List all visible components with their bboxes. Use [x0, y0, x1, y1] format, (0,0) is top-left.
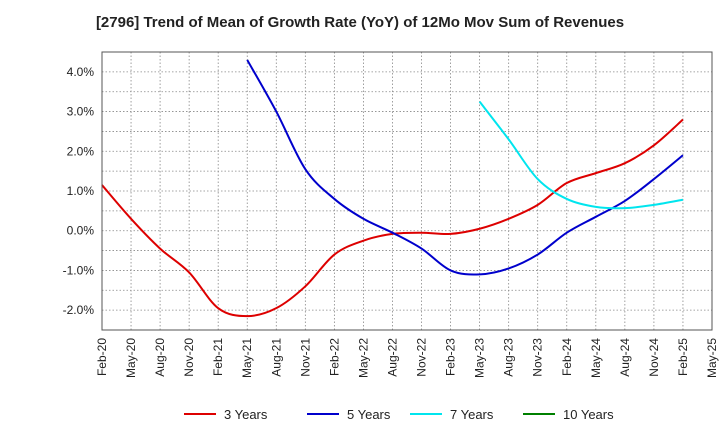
x-tick-label: Feb-21 [211, 338, 225, 376]
series-layer [101, 59, 684, 318]
x-axis-ticks: Feb-20 May-20 Aug-20 Nov-20 Feb-21 May-21 Aug-… [95, 338, 719, 378]
y-tick-label: 0.0% [67, 224, 95, 238]
legend-label: 3 Years [224, 407, 268, 422]
y-axis-ticks: 4.0% 3.0% 2.0% 1.0% 0.0% -1.0% -2.0% [63, 65, 95, 317]
x-tick-label: Nov-23 [531, 338, 545, 377]
x-tick-label: Aug-21 [269, 338, 283, 377]
legend-label: 7 Years [450, 407, 494, 422]
x-tick-label: Aug-22 [385, 338, 399, 377]
x-tick-label: May-25 [705, 338, 719, 378]
y-tick-label: 3.0% [67, 105, 95, 119]
y-tick-label: 1.0% [67, 184, 95, 198]
x-tick-label: Feb-23 [444, 338, 458, 376]
grid-layer [101, 51, 713, 331]
legend-label: 5 Years [347, 407, 391, 422]
x-tick-label: May-20 [124, 338, 138, 378]
x-tick-label: Nov-21 [298, 338, 312, 377]
x-tick-label: Aug-24 [618, 338, 632, 377]
x-tick-label: May-21 [240, 338, 254, 378]
legend-label: 10 Years [563, 407, 614, 422]
x-tick-label: Aug-20 [153, 338, 167, 377]
series-line-5-years [246, 59, 684, 276]
y-tick-label: 4.0% [67, 65, 95, 79]
x-tick-label: Nov-22 [415, 338, 429, 377]
y-tick-label: -2.0% [63, 303, 95, 317]
chart-title: [2796] Trend of Mean of Growth Rate (YoY… [95, 14, 625, 31]
x-tick-label: Feb-22 [327, 338, 341, 376]
x-tick-label: May-22 [356, 338, 370, 378]
x-tick-label: Feb-25 [676, 338, 690, 376]
x-tick-label: May-23 [473, 338, 487, 378]
series-line-7-years [478, 101, 684, 210]
x-tick-label: Feb-24 [560, 338, 574, 376]
x-tick-label: May-24 [589, 338, 603, 378]
y-tick-label: 2.0% [67, 144, 95, 158]
x-tick-label: Nov-20 [182, 338, 196, 377]
series-line-3-years [101, 118, 684, 318]
legend: 3 Years 5 Years 7 Years 10 Years [184, 407, 614, 422]
y-tick-label: -1.0% [63, 263, 95, 277]
x-tick-label: Feb-20 [95, 338, 109, 376]
x-tick-label: Nov-24 [647, 338, 661, 377]
x-tick-label: Aug-23 [502, 338, 516, 377]
plot-frame [101, 51, 713, 331]
